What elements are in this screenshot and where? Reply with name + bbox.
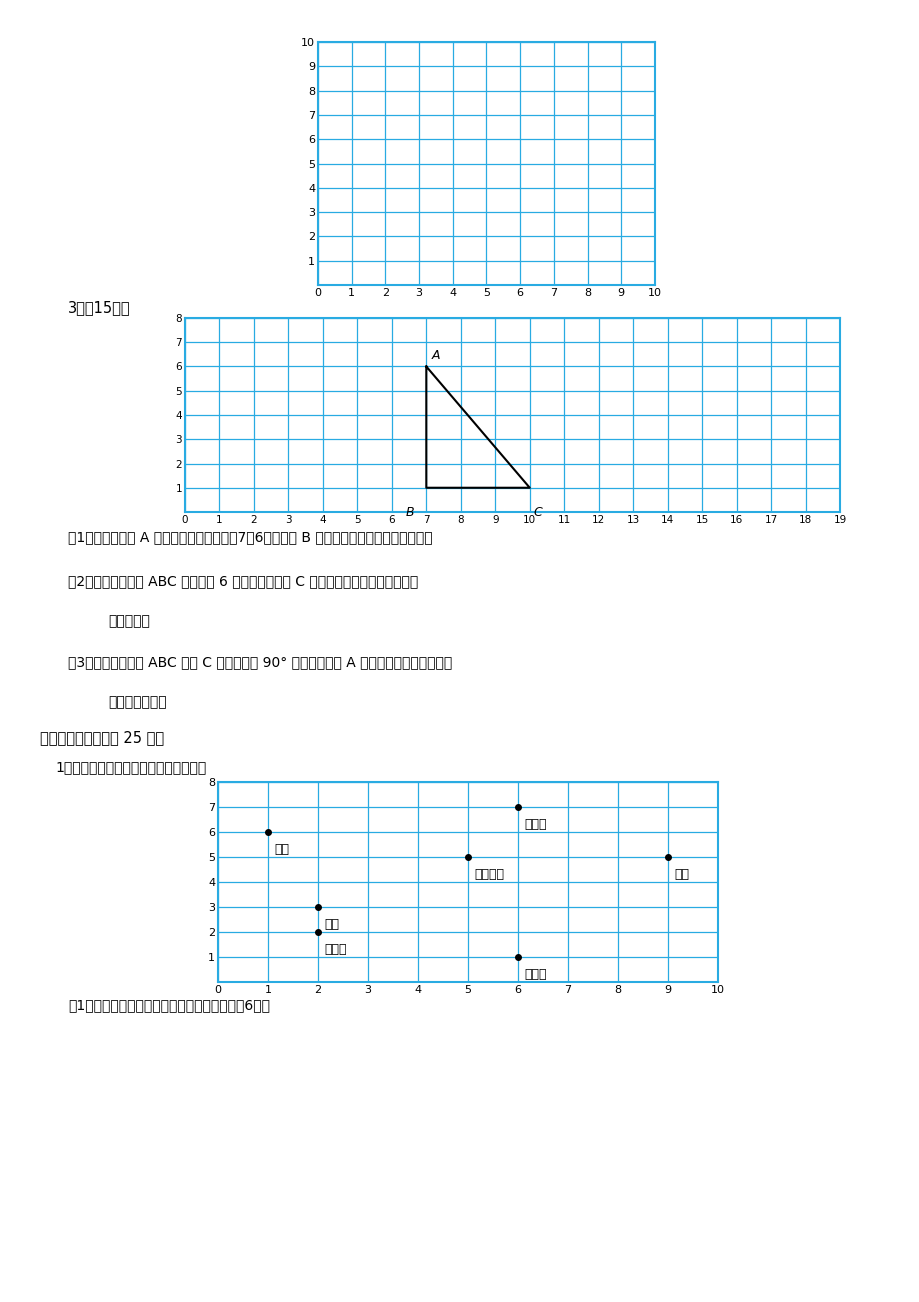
Text: （1）三角形顶点 A 的位置用数对表示为（7，6），顶点 B 的位置用数对表示为（　　）。: （1）三角形顶点 A 的位置用数对表示为（7，6），顶点 B 的位置用数对表示为… <box>68 530 432 544</box>
Text: 商店: 商店 <box>274 844 289 857</box>
Text: 书店: 书店 <box>323 918 338 931</box>
Text: 示为（　　）。: 示为（ ）。 <box>108 695 166 710</box>
Text: 电影院: 电影院 <box>323 943 346 956</box>
Text: 公园: 公园 <box>674 868 688 881</box>
Text: 1．下面是实验小学所在街区的平面图。: 1．下面是实验小学所在街区的平面图。 <box>55 760 206 773</box>
Text: （3）画出把三角形 ABC 绕点 C 顺时针旋转 90° 后的图形，点 A 的对应点的位置用数对表: （3）画出把三角形 ABC 绕点 C 顺时针旋转 90° 后的图形，点 A 的对… <box>68 655 452 669</box>
Text: （　　）。: （ ）。 <box>108 615 150 628</box>
Text: （1）用数对表示实验小学和图书馆的位置。（6分）: （1）用数对表示实验小学和图书馆的位置。（6分） <box>68 999 269 1012</box>
Text: C: C <box>533 506 541 519</box>
Text: 图书馆: 图书馆 <box>524 818 546 831</box>
Text: A: A <box>431 349 439 362</box>
Text: 五、解决问题。（共 25 分）: 五、解决问题。（共 25 分） <box>40 730 164 745</box>
Text: （2）画出把三角形 ABC 向右平移 6 格后的图形，点 C 的对应点的位置用数对表示为: （2）画出把三角形 ABC 向右平移 6 格后的图形，点 C 的对应点的位置用数… <box>68 574 418 589</box>
Text: 体育馆: 体育馆 <box>524 969 546 982</box>
Text: 3．（15分）: 3．（15分） <box>68 299 130 315</box>
Text: B: B <box>405 506 414 519</box>
Text: 实验小学: 实验小学 <box>473 868 504 881</box>
